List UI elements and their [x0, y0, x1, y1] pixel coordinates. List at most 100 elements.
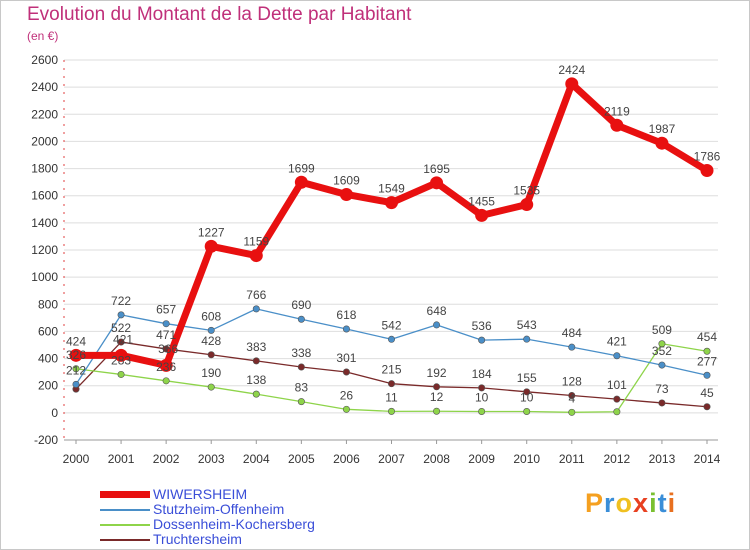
- data-point: [207, 326, 215, 334]
- data-point: [703, 371, 711, 379]
- data-label: 236: [156, 360, 176, 374]
- data-label: 471: [156, 328, 176, 342]
- data-point: [162, 377, 170, 385]
- legend-swatch: [100, 491, 150, 498]
- logo-letter: P: [585, 488, 605, 518]
- data-point: [568, 343, 576, 351]
- data-point: [658, 399, 666, 407]
- data-label: 326: [66, 348, 86, 362]
- data-label: 1549: [378, 182, 405, 196]
- data-label: 1535: [513, 184, 540, 198]
- data-label: 690: [291, 298, 311, 312]
- data-label: 454: [697, 330, 717, 344]
- data-point: [297, 398, 305, 406]
- x-tick-label: 2001: [108, 452, 135, 466]
- data-point: [159, 358, 173, 372]
- data-point: [433, 321, 441, 329]
- data-point: [114, 348, 128, 362]
- data-point: [252, 357, 260, 365]
- data-point: [433, 407, 441, 415]
- data-label: 657: [156, 303, 176, 317]
- data-point: [207, 383, 215, 391]
- legend-swatch: [100, 539, 150, 541]
- y-tick-label: 2000: [31, 134, 58, 148]
- data-point: [568, 408, 576, 416]
- chart-subtitle: (en €): [27, 29, 59, 43]
- data-point: [342, 368, 350, 376]
- data-point: [568, 391, 576, 399]
- data-point: [613, 352, 621, 360]
- x-tick-label: 2014: [694, 452, 721, 466]
- data-label: 338: [291, 346, 311, 360]
- data-label: 83: [295, 381, 309, 395]
- data-point: [478, 407, 486, 415]
- logo-letter: i: [667, 488, 677, 518]
- data-point: [655, 136, 669, 150]
- x-tick-label: 2011: [559, 452, 585, 466]
- x-tick-label: 2002: [153, 452, 180, 466]
- y-tick-label: -200: [34, 433, 58, 447]
- data-label: 10: [475, 391, 489, 405]
- y-tick-label: 1800: [31, 162, 58, 176]
- data-point: [204, 239, 218, 253]
- data-point: [613, 408, 621, 416]
- data-point: [700, 163, 714, 177]
- data-point: [478, 336, 486, 344]
- data-label: 301: [336, 351, 356, 365]
- data-label: 138: [246, 373, 266, 387]
- data-label: 26: [340, 388, 354, 402]
- data-label: 215: [381, 363, 401, 377]
- data-point: [72, 365, 80, 373]
- x-tick-label: 2004: [243, 452, 270, 466]
- data-label: 1695: [423, 162, 450, 176]
- data-label: 155: [517, 371, 537, 385]
- x-tick-label: 2000: [63, 452, 90, 466]
- data-point: [252, 305, 260, 313]
- data-point: [523, 335, 531, 343]
- x-tick-label: 2005: [288, 452, 315, 466]
- chart-title: Evolution du Montant de la Dette par Hab…: [27, 4, 412, 25]
- data-point: [430, 176, 444, 190]
- data-point: [342, 325, 350, 333]
- data-point: [297, 363, 305, 371]
- data-label: 536: [472, 319, 492, 333]
- data-point: [72, 380, 80, 388]
- x-tick-label: 2012: [604, 452, 631, 466]
- data-label: 509: [652, 323, 672, 337]
- y-tick-label: 1200: [31, 243, 58, 257]
- data-label: 192: [427, 366, 447, 380]
- logo-letter: r: [604, 488, 616, 518]
- x-tick-label: 2008: [423, 452, 450, 466]
- data-label: 618: [336, 308, 356, 322]
- data-point: [658, 361, 666, 369]
- data-point: [162, 320, 170, 328]
- y-tick-label: 600: [38, 324, 58, 338]
- data-point: [297, 315, 305, 323]
- data-label: 648: [427, 304, 447, 318]
- data-point: [342, 405, 350, 413]
- data-point: [613, 395, 621, 403]
- data-label: 428: [201, 334, 221, 348]
- data-label: 1786: [694, 149, 721, 163]
- data-point: [387, 380, 395, 388]
- y-tick-label: 1400: [31, 216, 58, 230]
- data-label: 101: [607, 378, 627, 392]
- data-label: 12: [430, 390, 444, 404]
- data-label: 484: [562, 326, 582, 340]
- data-label: 366: [158, 342, 178, 356]
- y-tick-label: 2600: [31, 53, 58, 67]
- data-label: 277: [697, 354, 717, 368]
- data-point: [117, 370, 125, 378]
- data-label: 1609: [333, 173, 360, 187]
- data-label: 1159: [243, 235, 269, 249]
- data-point: [475, 208, 489, 222]
- data-label: 2119: [604, 104, 630, 118]
- logo-letter: i: [649, 488, 658, 518]
- data-label: 212: [66, 363, 86, 377]
- logo-letter: o: [615, 488, 634, 518]
- data-label: 45: [700, 386, 714, 400]
- y-tick-label: 0: [51, 406, 58, 420]
- data-point: [207, 351, 215, 359]
- data-point: [387, 407, 395, 415]
